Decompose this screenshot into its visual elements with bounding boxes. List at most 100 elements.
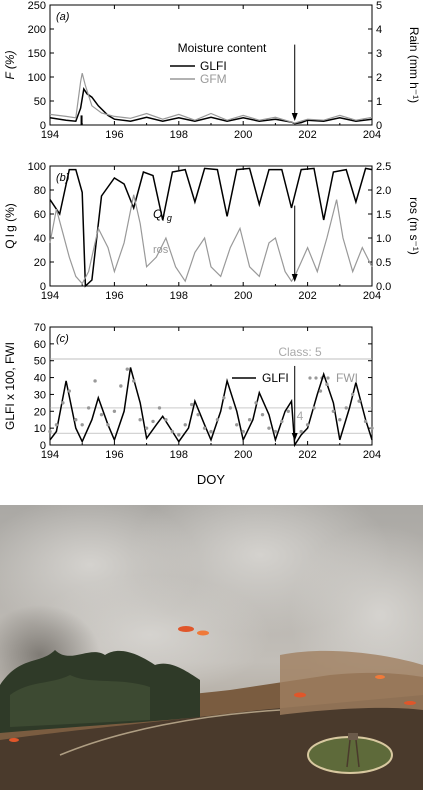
fwi-point — [183, 423, 187, 427]
y-tick-label: 150 — [28, 48, 46, 60]
fwi-point — [48, 429, 52, 434]
tower — [346, 733, 360, 768]
panel-a: (a) F (%) Rain (mm h⁻¹) Moisture content… — [3, 0, 421, 141]
series-label-qlg: Ql g — [153, 207, 172, 223]
x-tick-label: 196 — [105, 129, 123, 141]
fwi-point — [357, 399, 361, 403]
fwi-point — [138, 418, 142, 422]
fwi-point — [299, 429, 303, 434]
fwi-point — [157, 406, 162, 410]
fwi-point — [370, 426, 374, 430]
fwi-point — [350, 392, 355, 397]
fwi-point — [312, 406, 316, 410]
event-arrow-head — [291, 274, 298, 282]
panel-c: (c) GLFI x 100, FWI DOY GLFI FWI 194 196 1… — [3, 322, 381, 487]
fwi-point — [241, 429, 245, 434]
y-right-tick-label: 4 — [376, 24, 382, 36]
fwi-point — [209, 429, 213, 434]
stubble-right — [280, 650, 423, 715]
fwi-point — [151, 419, 155, 424]
x-tick-label: 200 — [234, 290, 252, 302]
fwi-point — [144, 426, 149, 430]
fwi-point — [215, 418, 220, 422]
x-tick-label: 200 — [234, 449, 252, 461]
fwi-point — [363, 419, 368, 424]
fwi-point — [74, 418, 78, 422]
event-arrow-head — [291, 113, 298, 121]
fwi-point — [112, 409, 117, 413]
y-tick-label: 60 — [34, 209, 46, 221]
fwi-point — [93, 379, 97, 383]
class-threshold-label: Class: 5 — [278, 345, 322, 359]
x-tick-label: 200 — [234, 129, 252, 141]
x-tick-label: 194 — [41, 290, 59, 302]
y-right-tick-label: 2 — [376, 72, 382, 84]
x-tick-label: 194 — [41, 129, 59, 141]
y-tick-label: 20 — [34, 406, 46, 418]
panel-c-ylabel: GLFI x 100, FWI — [3, 342, 17, 430]
fwi-point — [267, 426, 271, 430]
class-threshold-label: 4 — [297, 409, 304, 423]
fwi-point — [280, 419, 284, 424]
series-line-q-l-g — [49, 167, 373, 288]
y-tick-label: 70 — [34, 322, 46, 334]
fwi-point — [99, 412, 104, 417]
panel-c-frame — [49, 326, 373, 446]
fwi-point — [125, 367, 129, 371]
track — [59, 709, 281, 756]
fwi-point — [202, 426, 207, 430]
event-arrow-head — [291, 433, 298, 441]
panel-c-xlabel: DOY — [197, 472, 226, 487]
fwi-point — [132, 379, 136, 383]
x-tick-label: 196 — [105, 290, 123, 302]
fwi-point — [80, 423, 84, 427]
y-tick-label: 40 — [34, 373, 46, 385]
panel-a-legend-title: Moisture content — [178, 41, 267, 55]
x-tick-label: 194 — [41, 449, 59, 461]
fwi-point — [286, 409, 290, 413]
fwi-point — [273, 429, 278, 434]
panel-b: (b) Q l g (%) ros (m s⁻¹) Ql g ros 194 19… — [3, 161, 421, 302]
y-right-tick-label: 3 — [376, 48, 382, 60]
fwi-point — [170, 429, 175, 434]
x-tick-label: 202 — [298, 449, 316, 461]
x-tick-label: 202 — [298, 290, 316, 302]
panel-c-label: (c) — [56, 333, 69, 345]
y-tick-label: 80 — [34, 185, 46, 197]
fwi-point — [61, 401, 65, 405]
y-tick-label: 20 — [34, 257, 46, 269]
wildfire-photo — [0, 505, 423, 790]
y-right-tick-label: 0.5 — [376, 257, 391, 269]
x-tick-label: 204 — [363, 290, 381, 302]
fwi-point — [305, 423, 310, 427]
series-label-ros: ros — [153, 244, 169, 256]
y-tick-label: 100 — [28, 72, 46, 84]
legend-label-glfi-c: GLFI — [262, 371, 289, 385]
fwi-point — [164, 418, 168, 422]
figure: (a) F (%) Rain (mm h⁻¹) Moisture content… — [3, 0, 421, 487]
series-line-glfi — [49, 367, 373, 448]
legend-swatch-fwi-c — [308, 376, 330, 380]
y-tick-label: 200 — [28, 24, 46, 36]
y-right-tick-label: 0.0 — [376, 281, 391, 293]
flames — [9, 626, 416, 742]
legend-label-fwi-c: FWI — [336, 371, 358, 385]
series-line-glfi — [49, 87, 373, 125]
y-tick-label: 30 — [34, 389, 46, 401]
fwi-point — [331, 409, 336, 413]
y-tick-label: 100 — [28, 161, 46, 173]
x-tick-label: 204 — [363, 129, 381, 141]
y-tick-label: 0 — [40, 440, 46, 452]
fwi-point — [189, 402, 194, 407]
x-tick-label: 196 — [105, 449, 123, 461]
fwi-point — [54, 423, 59, 427]
y-right-tick-label: 1.5 — [376, 209, 391, 221]
x-tick-label: 198 — [170, 449, 188, 461]
y-right-tick-label: 2.0 — [376, 185, 391, 197]
fwi-point — [67, 389, 72, 393]
fwi-point — [247, 418, 252, 422]
y-right-tick-label: 1 — [376, 96, 382, 108]
panel-b-ylabel-right: ros (m s⁻¹) — [407, 197, 421, 255]
fwi-point — [318, 389, 323, 393]
y-right-tick-label: 1.0 — [376, 233, 391, 245]
